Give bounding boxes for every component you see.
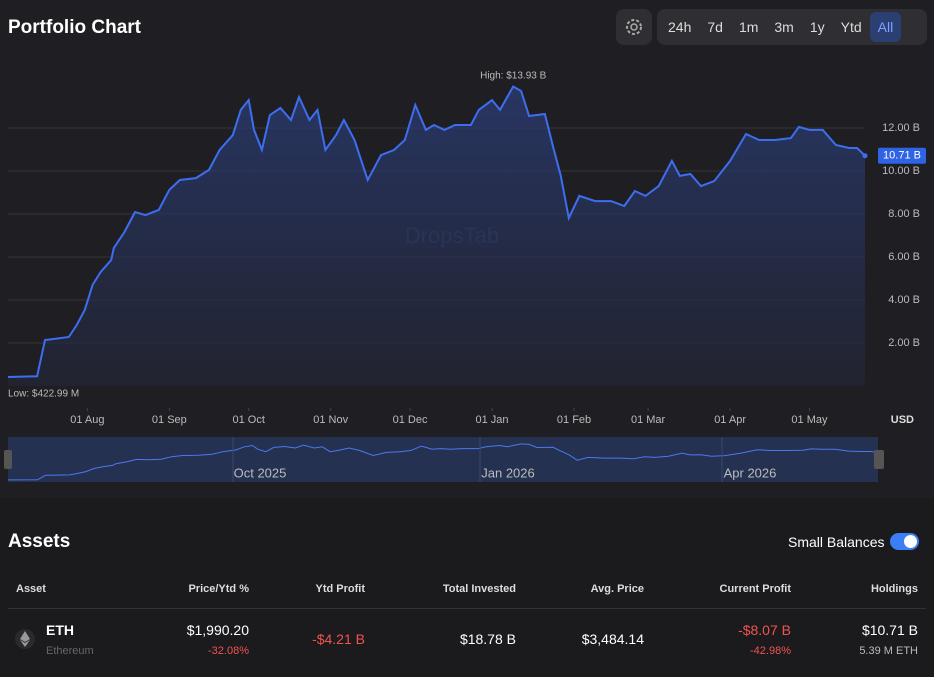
navigator-label: Apr 2026: [724, 465, 777, 480]
toggle[interactable]: [890, 533, 919, 550]
navigator-line: [7, 443, 879, 481]
x-tick-label: 01 Nov: [313, 414, 348, 426]
range-button[interactable]: 1m: [738, 19, 759, 35]
range-button[interactable]: Ytd: [840, 19, 862, 35]
x-tick-label: 01 Aug: [70, 414, 104, 426]
x-tick-label: 01 Apr: [714, 414, 746, 426]
x-tick-label: 01 Mar: [631, 414, 666, 426]
column-header: Avg. Price: [590, 583, 644, 595]
y-tick-label: 4.00 B: [888, 294, 920, 306]
navigator-handle: [874, 450, 884, 469]
low-label: Low: $422.99 M: [8, 389, 79, 400]
range-button[interactable]: 1y: [809, 19, 825, 35]
column-header: Total Invested: [442, 583, 516, 595]
x-tick-label: 01 Feb: [557, 414, 591, 426]
current-profit: -$8.07 B: [738, 622, 791, 638]
unit-label: USD: [891, 414, 914, 426]
navigator-handle: [4, 450, 12, 469]
holdings-amount: 5.39 M ETH: [859, 645, 918, 657]
range-button[interactable]: 7d: [707, 19, 723, 35]
price: $1,990.20: [186, 622, 249, 638]
x-tick-label: 01 Oct: [232, 414, 264, 426]
title: Portfolio Chart: [8, 17, 141, 38]
x-tick-label: 01 Jan: [476, 414, 509, 426]
asset-symbol: ETH: [46, 622, 74, 638]
last-badge: [878, 147, 926, 164]
ytd-percent: -32.08%: [208, 645, 249, 657]
toggle-label: Small Balances: [788, 534, 885, 550]
separator: [8, 608, 926, 609]
y-tick-label: 2.00 B: [888, 337, 920, 349]
current-percent: -42.98%: [750, 645, 791, 657]
asset-name: Ethereum: [46, 645, 94, 657]
range-button[interactable]: 3m: [774, 19, 794, 35]
gear-icon: [626, 19, 642, 35]
y-tick-label: 10.00 B: [882, 165, 920, 177]
chart: DropsTab2.00 B4.00 B6.00 B8.00 B10.00 B1…: [4, 71, 926, 482]
range-button[interactable]: All: [869, 12, 902, 42]
column-header: Current Profit: [719, 583, 792, 595]
x-tick-label: 01 Dec: [393, 414, 428, 426]
ytd-profit: -$4.21 B: [312, 631, 365, 647]
column-header: Ytd Profit: [315, 583, 366, 595]
settings-button[interactable]: [616, 9, 652, 45]
high-label: High: $13.93 B: [480, 71, 546, 82]
y-tick-label: 8.00 B: [888, 208, 920, 220]
holdings: $10.71 B: [861, 622, 918, 638]
last-point: [862, 153, 868, 159]
range-button[interactable]: 24h: [668, 19, 692, 35]
y-tick-label: 6.00 B: [888, 251, 920, 263]
navigator-label: Jan 2026: [481, 465, 535, 480]
last-value-label: 10.71 B: [883, 150, 921, 162]
y-tick-label: 12.00 B: [882, 122, 920, 134]
x-tick-label: 01 Sep: [152, 414, 187, 426]
line: [7, 85, 866, 378]
eth-icon: [15, 629, 35, 649]
assets-title: Assets: [8, 531, 71, 552]
avg-price: $3,484.14: [581, 631, 644, 647]
column-header: Holdings: [870, 583, 918, 595]
navigator-label: Oct 2025: [234, 465, 287, 480]
x-tick-label: 01 May: [791, 414, 828, 426]
range-selector: 24h 7d 1m 3m 1y Ytd All: [657, 9, 927, 45]
area: [8, 86, 865, 386]
column-header: Price/Ytd %: [188, 583, 249, 595]
total-invested: $18.78 B: [459, 631, 516, 647]
column-header: Asset: [16, 583, 46, 595]
